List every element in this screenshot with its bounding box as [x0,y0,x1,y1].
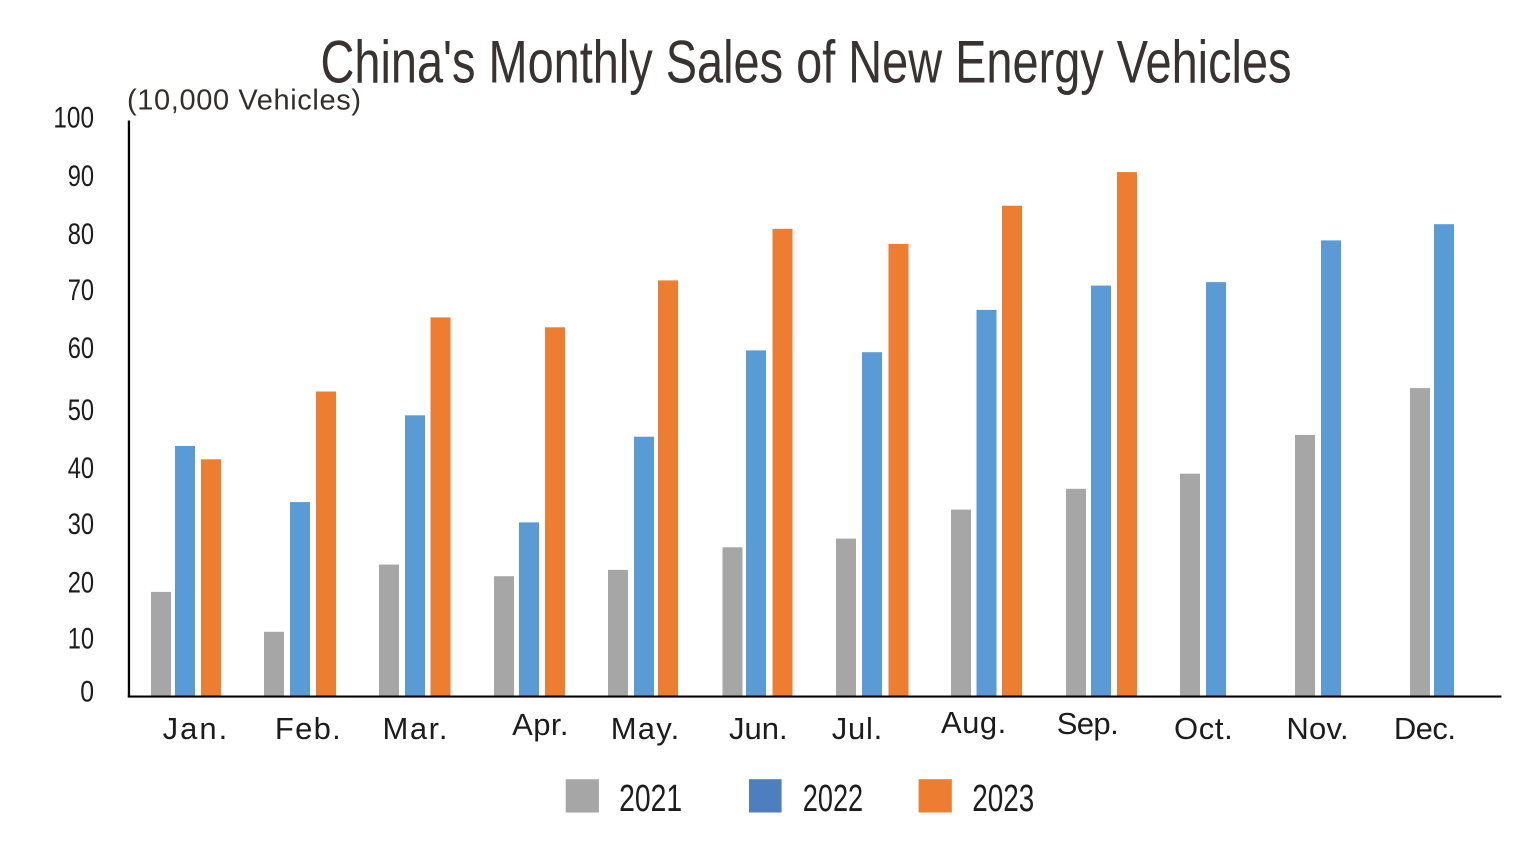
svg-text:30: 30 [68,508,94,541]
svg-text:100: 100 [53,102,94,135]
svg-text:70: 70 [68,274,94,307]
svg-text:2023: 2023 [972,778,1034,820]
svg-text:2021: 2021 [619,778,682,820]
svg-text:Dec.: Dec. [1394,711,1456,746]
svg-text:0: 0 [80,676,94,709]
svg-text:90: 90 [68,160,94,193]
svg-text:60: 60 [68,332,94,365]
svg-text:Feb.: Feb. [275,711,341,746]
svg-text:10: 10 [68,622,94,655]
svg-text:Apr.: Apr. [512,707,568,742]
svg-text:(10,000 Vehicles): (10,000 Vehicles) [127,84,361,116]
svg-text:20: 20 [68,566,94,599]
svg-text:50: 50 [68,394,94,427]
svg-text:China's Monthly Sales of New E: China's Monthly Sales of New Energy Vehi… [321,29,1292,96]
svg-text:Jul.: Jul. [832,711,883,746]
svg-text:Aug.: Aug. [941,705,1006,740]
svg-text:80: 80 [68,218,94,251]
svg-text:May.: May. [611,711,679,746]
svg-text:Sep.: Sep. [1057,706,1119,741]
svg-text:Nov.: Nov. [1286,711,1348,746]
svg-text:Jun.: Jun. [729,711,788,746]
svg-text:Oct.: Oct. [1174,711,1233,746]
svg-text:2022: 2022 [803,778,863,820]
svg-text:40: 40 [68,452,94,485]
svg-text:Jan.: Jan. [163,711,228,746]
svg-text:Mar.: Mar. [383,711,448,746]
